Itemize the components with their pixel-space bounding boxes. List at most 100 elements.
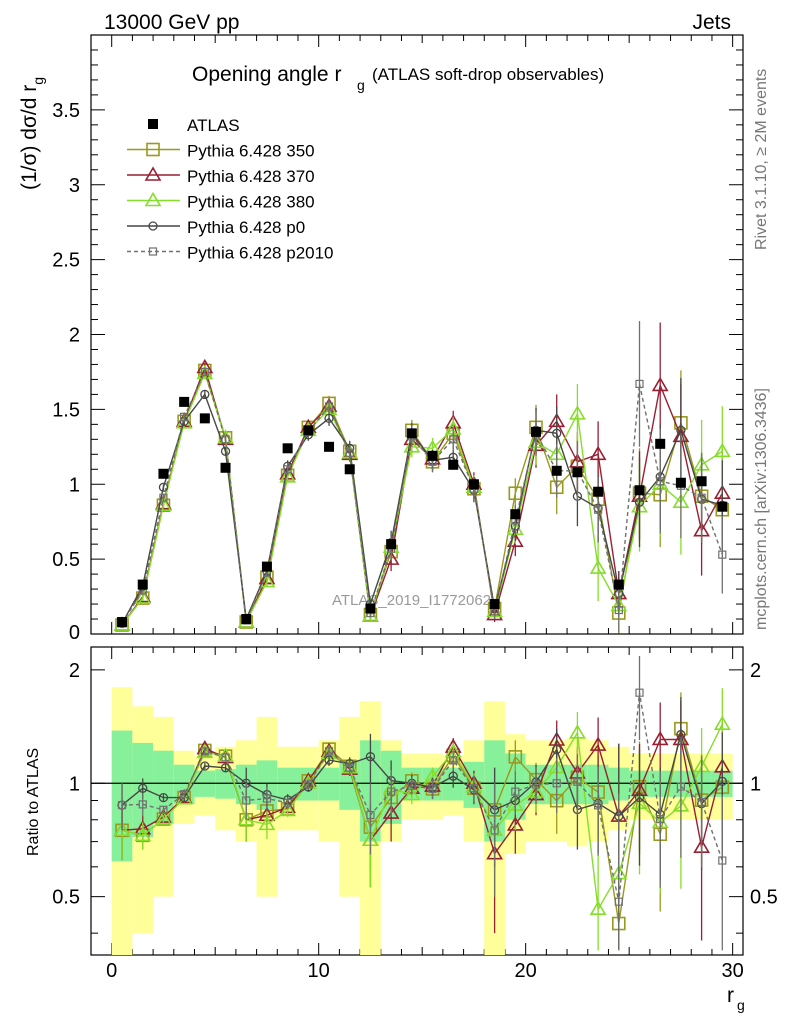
- series-ratio-point: [490, 826, 499, 835]
- header-left: 13000 GeV pp: [104, 11, 239, 34]
- data-point: [137, 579, 148, 590]
- legend-label: Pythia 6.428 380: [187, 193, 315, 212]
- ratio-axis-title: Ratio to ATLAS: [25, 748, 42, 856]
- mcplots-label: mcplots.cern.ch [arXiv:1306.3436]: [753, 388, 770, 630]
- series-ratio-point: [717, 776, 727, 786]
- series-line: [121, 371, 723, 626]
- ratio-tick-label: 0.5: [52, 887, 80, 909]
- series-point: [158, 482, 169, 492]
- series-point: [159, 493, 168, 502]
- ratio-tick-label-right: 2: [750, 660, 761, 682]
- series-ratio-point: [258, 815, 276, 831]
- y-tick-label: 1: [69, 474, 80, 496]
- series-ratio-point: [200, 761, 210, 771]
- y-axis-title: (1/σ) dσ/d rg: [18, 77, 46, 190]
- series-point: [345, 448, 354, 457]
- series-ratio-point: [117, 801, 127, 810]
- legend-entry: Pythia 6.428 p0: [127, 218, 305, 237]
- series-line: [121, 369, 723, 624]
- series-ratio-point: [237, 811, 255, 826]
- ratio-tick-label: 2: [69, 660, 80, 682]
- chart-title: Opening angle r g (ATLAS soft-drop obser…: [192, 63, 604, 93]
- data-point: [696, 476, 707, 487]
- series-ratio-point: [242, 796, 251, 805]
- data-point: [448, 459, 459, 470]
- series-ratio-point: [138, 783, 148, 793]
- series-point: [589, 445, 607, 461]
- data-point: [572, 467, 583, 478]
- series-ratio-point: [279, 801, 297, 817]
- series-point: [200, 389, 210, 400]
- band-green: [215, 769, 236, 799]
- series-point: [508, 486, 523, 501]
- series-ratio-point: [158, 792, 169, 803]
- data-point: [489, 599, 500, 610]
- data-point: [593, 486, 604, 497]
- y-tick-label: 1.5: [52, 399, 80, 421]
- series-point: [180, 412, 189, 421]
- series-ratio-point: [589, 900, 607, 915]
- series-point: [614, 605, 623, 615]
- legend-entry: ATLAS: [148, 116, 240, 135]
- data-point: [158, 468, 169, 479]
- band-green: [318, 767, 340, 801]
- series-ratio-point: [508, 750, 523, 764]
- data-points: [117, 396, 728, 628]
- series-ratio-point: [718, 856, 727, 865]
- legend: ATLAS Pythia 6.428 350 Pythia 6.428 370 Pyt…: [127, 116, 334, 263]
- series-ratio-point: [531, 780, 541, 789]
- data-point: [613, 579, 624, 590]
- ratio-tick-label-right: 0.5: [750, 887, 778, 909]
- series-ratio-point: [134, 826, 152, 842]
- legend-marker: [148, 221, 158, 231]
- svg-text:(ATLAS soft-drop observables): (ATLAS soft-drop observables): [372, 65, 604, 84]
- legend-entry: Pythia 6.428 380: [127, 191, 315, 212]
- analysis-watermark: ATLAS_2019_I1772062: [332, 592, 491, 609]
- series-point: [200, 367, 209, 377]
- series-ratio-point: [676, 782, 686, 791]
- series-ratio-point: [304, 780, 313, 789]
- series-point: [656, 477, 665, 486]
- x-tick-label: 30: [722, 960, 744, 982]
- series-ratio-1: [113, 700, 731, 949]
- legend-marker: [148, 247, 158, 256]
- series-ratio-point: [221, 753, 230, 762]
- series-line: [121, 368, 723, 626]
- series-ratio-point: [651, 730, 669, 746]
- svg-text:g: g: [737, 997, 745, 1013]
- series-ratio-0: [115, 692, 730, 951]
- data-point: [655, 438, 666, 449]
- data-point: [510, 509, 521, 520]
- x-tick-label: 20: [515, 960, 537, 982]
- svg-text:r: r: [727, 984, 734, 1007]
- series-ratio-point: [634, 792, 645, 803]
- header-right: Jets: [692, 11, 731, 34]
- legend-label: Pythia 6.428 p2010: [187, 244, 334, 263]
- legend-marker: [146, 142, 160, 157]
- series-point: [403, 438, 421, 453]
- data-point: [117, 617, 128, 628]
- svg-text:g: g: [357, 77, 365, 93]
- series-ratio-point: [220, 763, 231, 773]
- data-point: [634, 485, 645, 496]
- ratio-frame: [90, 646, 744, 956]
- rivet-label: Rivet 3.1.10, ≥ 2M events: [753, 69, 770, 250]
- series-ratio-point: [589, 736, 607, 751]
- legend-label: Pythia 6.428 350: [187, 142, 315, 161]
- svg-text:Opening angle r: Opening angle r: [192, 63, 341, 86]
- series-ratio-point: [283, 798, 292, 807]
- data-point: [179, 396, 190, 407]
- series-point: [569, 405, 586, 420]
- series-ratio-point: [155, 810, 172, 825]
- series-ratio-point: [635, 688, 644, 697]
- series-ratio-point: [656, 815, 665, 824]
- data-point: [386, 539, 397, 550]
- series-point: [279, 468, 297, 483]
- series-ratio-point: [159, 805, 168, 814]
- series-ratio-point: [365, 752, 376, 762]
- series-point: [552, 428, 562, 438]
- data-point: [282, 443, 293, 454]
- series-ratio-point: [407, 781, 416, 790]
- series-ratio-point: [614, 897, 623, 906]
- data-point: [717, 501, 728, 512]
